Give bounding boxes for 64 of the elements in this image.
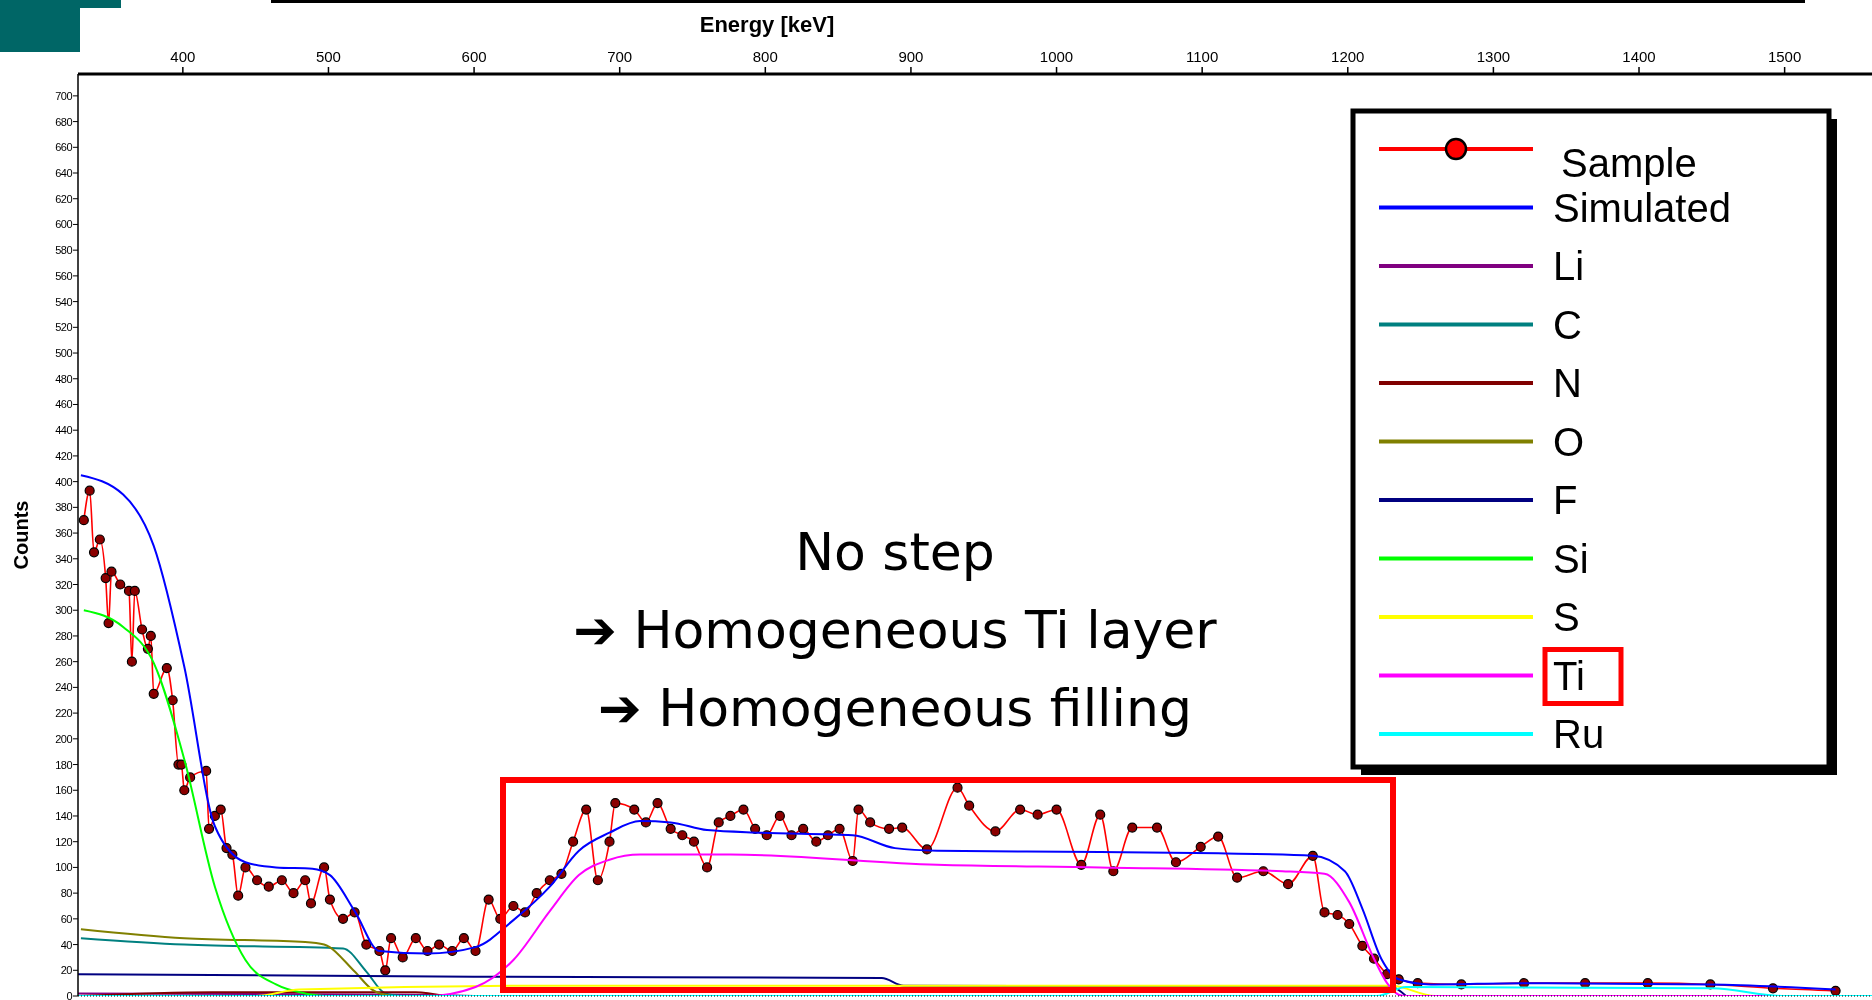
y-tick-label: 120 (55, 835, 73, 848)
annotation: ➔ Homogeneous Ti layer (573, 600, 1218, 660)
y-tick-label: 80 (60, 887, 73, 900)
y-tick-label: 260 (55, 655, 73, 668)
legend-label: S (1553, 595, 1580, 639)
y-tick-label: 640 (55, 167, 73, 180)
y-tick-label: 480 (55, 372, 73, 385)
legend-label: Ti (1553, 653, 1585, 698)
y-tick-label: 340 (55, 552, 73, 565)
x-tick-label: 1500 (1767, 48, 1802, 65)
y-tick-label: 220 (55, 707, 73, 720)
legend-label: Si (1553, 536, 1589, 581)
x-tick-label: 900 (898, 48, 924, 65)
legend-label: F (1553, 478, 1578, 522)
x-tick-label: 700 (607, 48, 633, 65)
y-tick-label: 200 (55, 732, 73, 745)
x-tick-label: 500 (315, 48, 341, 65)
legend-label: Sample (1561, 141, 1697, 185)
annotation: No step (795, 522, 995, 582)
x-tick-label: 600 (461, 48, 487, 65)
x-tick-label: 1200 (1331, 48, 1365, 65)
y-tick-label: 560 (55, 269, 73, 282)
y-tick-label: 700 (55, 89, 73, 102)
legend-label: Li (1553, 244, 1585, 288)
y-tick-label: 100 (55, 861, 73, 874)
y-tick-label: 660 (55, 141, 73, 154)
x-tick-label: 1300 (1476, 48, 1511, 65)
y-tick-label: 400 (55, 475, 73, 488)
y-tick-label: 620 (55, 192, 73, 205)
y-tick-label: 0 (66, 990, 73, 1000)
legend-label: N (1553, 361, 1582, 405)
y-tick-label: 240 (55, 681, 73, 694)
y-tick-label: 160 (55, 784, 73, 797)
y-tick-label: 280 (55, 629, 73, 642)
y-tick-label: 360 (55, 527, 73, 540)
y-tick-label: 680 (55, 115, 73, 128)
y-tick-label: 500 (55, 347, 73, 360)
y-tick-label: 20 (60, 964, 73, 977)
y-tick-label: 300 (55, 604, 73, 617)
y-tick-label: 580 (55, 244, 73, 257)
x-tick-label: 1100 (1186, 48, 1219, 65)
y-tick-label: 540 (55, 295, 73, 308)
legend-label: O (1553, 419, 1585, 464)
legend-label: Ru (1553, 712, 1605, 756)
x-tick-label: 1400 (1622, 48, 1656, 65)
y-tick-label: 460 (55, 398, 73, 411)
legend-label: C (1553, 302, 1582, 347)
y-tick-label: 600 (55, 218, 73, 231)
annotation: ➔ Homogeneous filling (598, 678, 1192, 738)
y-tick-label: 440 (55, 424, 73, 437)
x-tick-label: 1000 (1039, 48, 1074, 65)
y-tick-label: 380 (55, 501, 73, 514)
legend-label: Simulated (1553, 185, 1731, 230)
y-axis-title: Counts (10, 500, 32, 570)
x-axis-title: Energy [keV] (699, 12, 835, 37)
y-tick-label: 520 (55, 321, 73, 334)
y-tick-label: 40 (60, 938, 73, 951)
x-tick-label: 400 (170, 48, 196, 65)
y-tick-label: 60 (60, 912, 73, 925)
y-tick-label: 420 (55, 449, 73, 462)
x-tick-label: 800 (752, 48, 778, 65)
y-tick-label: 180 (55, 758, 73, 771)
y-tick-label: 140 (55, 809, 73, 822)
y-tick-label: 320 (55, 578, 73, 591)
